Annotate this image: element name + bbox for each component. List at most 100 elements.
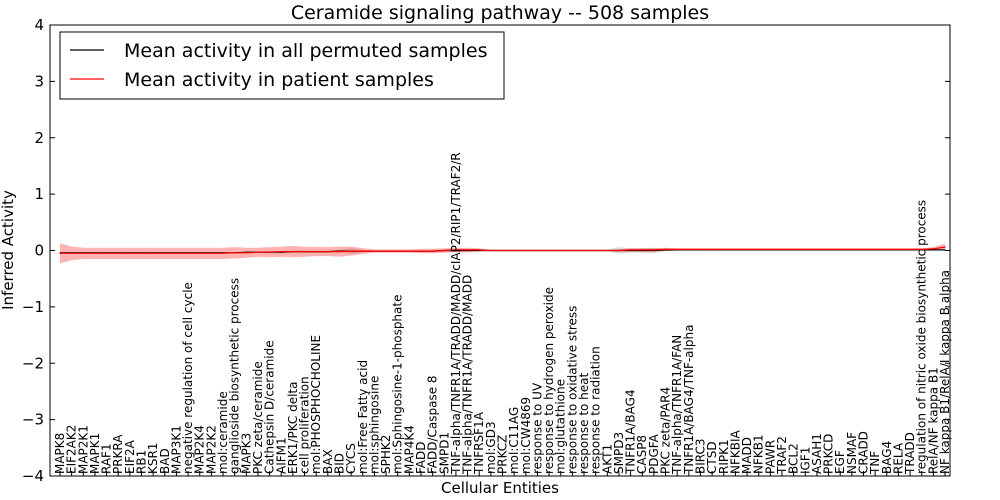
x-tick-label: MAP3K1 (169, 425, 183, 474)
x-tick-label: ERK1/PKC delta (286, 381, 300, 474)
y-tick-label: 4 (34, 16, 44, 34)
x-axis-ticks: MAPK8EIF2AK2MAP2K1MAPK1RAF1PRKRAEIF2ARB1… (53, 152, 952, 476)
y-tick-label: −4 (22, 467, 44, 485)
x-tick-label: mol:GD3 (484, 421, 498, 474)
x-tick-label: IGF1 (798, 447, 812, 474)
x-tick-label: TNFR1A/BAG4 (624, 389, 638, 475)
x-tick-label: PRKCZ (496, 435, 510, 474)
x-tick-label: MAPK8 (53, 433, 67, 474)
x-tick-label: mol:sphingosine (367, 376, 381, 474)
x-tick-label: mol:C11AG (507, 407, 521, 474)
legend-box (59, 31, 505, 100)
plot-frame (49, 24, 951, 477)
x-tick-label: mol:Free Fatty acid (356, 360, 370, 474)
x-tick-label: MAP2K4 (193, 425, 207, 474)
x-tick-label: RIPK1 (717, 439, 731, 474)
x-tick-label: PKC zeta/PAR4 (659, 387, 673, 474)
x-tick-label: MAPK1 (88, 433, 102, 474)
x-tick-label: response to heat (577, 372, 591, 474)
x-tick-label: TNF-alpha/TNFR1A/TRADD/MADD/cIAP2/RIP1/T… (449, 152, 463, 475)
x-tick-label: RelA/NF kappa B1 (926, 367, 940, 474)
x-tick-label: KSR1 (146, 443, 160, 474)
x-tick-label: CASP8 (635, 435, 649, 474)
x-tick-label: cell proliferation (298, 376, 312, 474)
y-axis-ticks: −4 −3 −2 −1 0 1 2 3 4 (22, 16, 950, 485)
y-axis-label: Inferred Activity (0, 190, 17, 310)
x-tick-label: mol:PHOSPHOCHOLINE (309, 335, 323, 474)
series-lines (59, 246, 946, 254)
y-tick-label: −1 (22, 298, 44, 316)
x-tick-label: NF kappa B1/RelA/I kappa B alpha (938, 270, 952, 474)
x-tick-label: BAG4 (880, 441, 894, 474)
y-tick-label: 1 (34, 185, 44, 203)
x-tick-label: TRADD (903, 432, 917, 475)
x-tick-label: response to hydrogen peroxide (542, 287, 556, 474)
x-tick-label: response to oxidative stress (565, 306, 579, 474)
x-tick-label: regulation of nitric oxide biosynthetic … (915, 200, 929, 474)
x-tick-label: PAWR (763, 440, 777, 474)
x-tick-label: mol:Sphingosine-1-phosphate (391, 295, 405, 475)
x-tick-label: PRKCD (822, 434, 836, 474)
x-tick-label: BAX (321, 449, 335, 474)
x-tick-label: CRADD (857, 431, 871, 474)
x-tick-label: TRAF2 (775, 436, 789, 475)
x-tick-label: MAPK3 (239, 433, 253, 474)
x-tick-label: mol:glutathione (554, 379, 568, 474)
x-tick-label: mol:ceramide (216, 391, 230, 474)
x-tick-label: FADD (414, 442, 428, 475)
x-tick-label: mol:CW4869 (519, 397, 533, 474)
x-tick-label: BAD (158, 448, 172, 474)
line-series-1 (60, 246, 946, 254)
x-tick-label: response to radiation (589, 346, 603, 474)
x-tick-label: TNFR1A/BAG4/TNF-alpha (682, 325, 696, 475)
x-tick-label: TNFRSF1A (472, 411, 486, 475)
x-tick-label: SMPD1 (437, 432, 451, 474)
x-tick-label: TNF-alpha/TNFR1A/TRADD/MADD (461, 275, 475, 475)
x-tick-label: negative regulation of cell cycle (181, 282, 195, 474)
y-tick-label: 2 (34, 129, 44, 147)
x-tick-label: TNF-alpha/TNFR1A/FAN (670, 335, 684, 475)
x-tick-label: AIFM1 (274, 437, 288, 474)
x-tick-label: NFKB1 (752, 434, 766, 474)
legend: Mean activity in all permuted samples Me… (59, 31, 505, 100)
x-tick-label: Cathepsin D/ceramide (263, 340, 277, 474)
legend-label-permuted: Mean activity in all permuted samples (124, 40, 487, 62)
band-series-1 (60, 243, 945, 264)
x-tick-label: BIRC3 (694, 438, 708, 474)
x-tick-label: PDGFA (647, 433, 661, 474)
x-axis-label: Cellular Entities (441, 479, 559, 497)
x-tick-label: EIF2AK2 (65, 425, 79, 474)
y-tick-label: −3 (22, 411, 44, 429)
x-tick-label: SMPD3 (612, 432, 626, 474)
y-tick-label: 3 (34, 72, 44, 90)
x-tick-label: RELA (891, 442, 905, 474)
x-tick-label: TNF (868, 451, 882, 475)
x-tick-label: EIF2A (123, 439, 137, 474)
x-tick-label: MADD (740, 437, 754, 474)
chart-title: Ceramide signaling pathway -- 508 sample… (291, 2, 709, 24)
x-tick-label: SPHK2 (379, 435, 393, 474)
x-tick-label: MAP2K1 (76, 425, 90, 474)
legend-label-patient: Mean activity in patient samples (124, 69, 434, 91)
x-tick-label: FADD/Caspase 8 (426, 375, 440, 474)
x-tick-label: CTSD (705, 441, 719, 474)
x-tick-label: AKT1 (600, 444, 614, 474)
x-tick-label: response to UV (530, 382, 544, 474)
y-tick-label: −2 (22, 354, 44, 372)
x-tick-label: MAP2K2 (204, 425, 218, 474)
x-tick-label: RAF1 (100, 443, 114, 474)
x-tick-label: PRKRA (111, 434, 125, 474)
x-tick-label: NFKBIA (728, 429, 742, 474)
y-tick-label: 0 (34, 242, 44, 260)
x-tick-label: BID (333, 453, 347, 474)
x-tick-label: PKC zeta/ceramide (251, 361, 265, 474)
x-tick-label: RB1 (135, 450, 149, 474)
x-tick-label: CYCS (344, 443, 358, 474)
x-tick-label: ASAH1 (810, 433, 824, 474)
x-tick-label: MAP4K4 (402, 425, 416, 474)
x-tick-label: ganglioside biosynthetic process (228, 278, 242, 474)
x-tick-label: EGF (833, 450, 847, 474)
x-tick-label: BCL2 (787, 443, 801, 474)
x-tick-label: NSMAF (845, 432, 859, 474)
